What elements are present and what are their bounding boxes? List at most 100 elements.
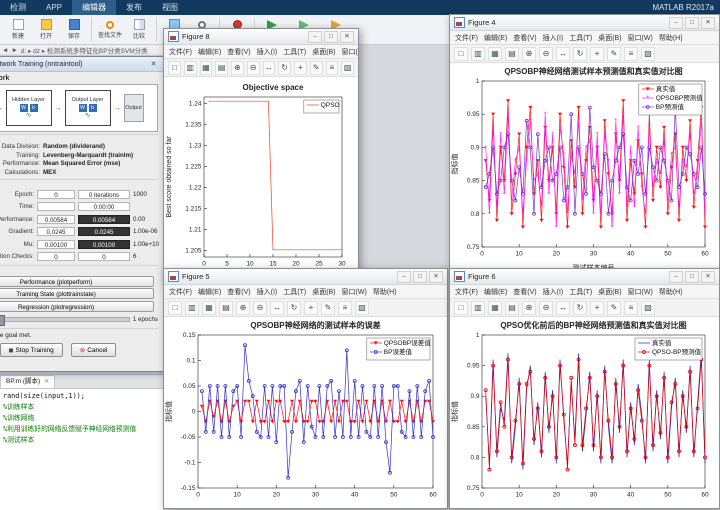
- menu-item[interactable]: 查看(V): [227, 47, 250, 57]
- maximize-button[interactable]: □: [685, 17, 699, 29]
- figure-titlebar[interactable]: Figure 8 – □ ✕: [164, 29, 358, 45]
- folder-path[interactable]: d: ▸ dz ▸ 检测系统多特征化BP分类SVM分类: [21, 45, 148, 55]
- rotate-icon[interactable]: ↻: [278, 61, 291, 75]
- close-button[interactable]: ✕: [340, 31, 354, 43]
- zoom-out-icon[interactable]: ⊖: [539, 301, 553, 315]
- ribbon-tab-3[interactable]: 发布: [116, 0, 152, 15]
- menu-item[interactable]: 工具(T): [283, 47, 306, 57]
- new-figure-icon[interactable]: □: [168, 61, 181, 75]
- close-icon[interactable]: ✕: [44, 376, 49, 388]
- minimize-button[interactable]: –: [397, 271, 411, 283]
- slider-thumb[interactable]: [0, 315, 5, 326]
- figure-titlebar[interactable]: Figure 4 – □ ✕: [450, 15, 719, 31]
- menu-item[interactable]: 编辑(E): [198, 47, 221, 57]
- zoom-in-icon[interactable]: ⊕: [522, 301, 536, 315]
- menu-item[interactable]: 工具(T): [569, 33, 592, 43]
- menu-item[interactable]: 查看(V): [513, 287, 536, 297]
- ribbon-tool-打开[interactable]: 打开: [35, 19, 57, 40]
- ribbon-tool-查找文件[interactable]: 查找文件: [98, 21, 122, 39]
- ribbon-tool-新建[interactable]: 新建: [7, 19, 29, 40]
- ribbon-tab-1[interactable]: APP: [36, 0, 72, 15]
- zoom-in-icon[interactable]: ⊕: [522, 47, 536, 61]
- menu-item[interactable]: 文件(F): [169, 47, 192, 57]
- editor-tab[interactable]: BP.m (脚本) ✕: [0, 375, 55, 388]
- close-button[interactable]: ✕: [701, 17, 715, 29]
- menu-item[interactable]: 窗口(W): [342, 47, 358, 57]
- menu-item[interactable]: 工具(T): [569, 287, 592, 297]
- rotate-icon[interactable]: ↻: [287, 301, 301, 315]
- menu-item[interactable]: 编辑(E): [198, 287, 221, 297]
- brush-icon[interactable]: ✎: [310, 61, 323, 75]
- menu-item[interactable]: 桌面(B): [598, 33, 621, 43]
- forward-icon[interactable]: ►: [11, 47, 17, 54]
- colorbar-icon[interactable]: ▧: [641, 301, 655, 315]
- menu-item[interactable]: 帮助(H): [659, 33, 683, 43]
- menu-item[interactable]: 文件(F): [455, 287, 478, 297]
- data-cursor-icon[interactable]: +: [304, 301, 318, 315]
- minimize-button[interactable]: –: [669, 17, 683, 29]
- menu-item[interactable]: 工具(T): [283, 287, 306, 297]
- code-area[interactable]: rand(size(input,1));%训练样本%训练网络%利用训练好的网络反…: [0, 389, 163, 446]
- zoom-in-icon[interactable]: ⊕: [236, 301, 250, 315]
- save-icon[interactable]: ▦: [488, 301, 502, 315]
- menu-item[interactable]: 窗口(W): [628, 33, 653, 43]
- menu-item[interactable]: 帮助(H): [373, 287, 397, 297]
- ribbon-tab-2[interactable]: 编辑器: [72, 0, 116, 15]
- plot-regression-button[interactable]: Regression (plotregression): [0, 301, 154, 312]
- minimize-button[interactable]: –: [669, 271, 683, 283]
- rotate-icon[interactable]: ↻: [573, 47, 587, 61]
- brush-icon[interactable]: ✎: [607, 301, 621, 315]
- nntraintool-titlebar[interactable]: Neural Network Training (nntraintool) ✕: [0, 57, 163, 72]
- data-cursor-icon[interactable]: +: [590, 47, 604, 61]
- pan-icon[interactable]: ↔: [556, 301, 570, 315]
- print-icon[interactable]: ▤: [215, 61, 228, 75]
- legend-icon[interactable]: ≡: [338, 301, 352, 315]
- menu-item[interactable]: 桌面(B): [312, 47, 335, 57]
- figure-titlebar[interactable]: Figure 5 – □ ✕: [164, 269, 447, 285]
- menu-item[interactable]: 窗口(W): [342, 287, 367, 297]
- pan-icon[interactable]: ↔: [270, 301, 284, 315]
- plot-interval-slider[interactable]: [0, 317, 130, 322]
- legend-icon[interactable]: ≡: [624, 47, 638, 61]
- zoom-out-icon[interactable]: ⊖: [539, 47, 553, 61]
- zoom-in-icon[interactable]: ⊕: [231, 61, 244, 75]
- menu-item[interactable]: 查看(V): [227, 287, 250, 297]
- new-figure-icon[interactable]: □: [168, 301, 182, 315]
- ribbon-tab-4[interactable]: 视图: [152, 0, 188, 15]
- menu-item[interactable]: 编辑(E): [484, 33, 507, 43]
- close-button[interactable]: ✕: [429, 271, 443, 283]
- colorbar-icon[interactable]: ▧: [341, 61, 354, 75]
- save-icon[interactable]: ▦: [488, 47, 502, 61]
- close-button[interactable]: ✕: [701, 271, 715, 283]
- menu-item[interactable]: 编辑(E): [484, 287, 507, 297]
- maximize-button[interactable]: □: [324, 31, 338, 43]
- plot-trainstate-button[interactable]: Training State (plottrainstate): [0, 288, 154, 299]
- menu-item[interactable]: 插入(I): [543, 287, 564, 297]
- menu-item[interactable]: 插入(I): [543, 33, 564, 43]
- stop-training-button[interactable]: ◼Stop Training: [0, 343, 63, 357]
- new-figure-icon[interactable]: □: [454, 47, 468, 61]
- print-icon[interactable]: ▤: [505, 47, 519, 61]
- open-icon[interactable]: ▥: [471, 47, 485, 61]
- menu-item[interactable]: 窗口(W): [628, 287, 653, 297]
- menu-item[interactable]: 插入(I): [257, 287, 278, 297]
- print-icon[interactable]: ▤: [505, 301, 519, 315]
- menu-item[interactable]: 文件(F): [169, 287, 192, 297]
- minimize-button[interactable]: –: [308, 31, 322, 43]
- legend-icon[interactable]: ≡: [326, 61, 339, 75]
- maximize-button[interactable]: □: [413, 271, 427, 283]
- ribbon-tab-0[interactable]: 检测: [0, 0, 36, 15]
- menu-item[interactable]: 查看(V): [513, 33, 536, 43]
- brush-icon[interactable]: ✎: [607, 47, 621, 61]
- figure-titlebar[interactable]: Figure 6 – □ ✕: [450, 269, 719, 285]
- save-icon[interactable]: ▦: [200, 61, 213, 75]
- ribbon-tool-比较[interactable]: 比较: [128, 19, 150, 40]
- zoom-out-icon[interactable]: ⊖: [253, 301, 267, 315]
- save-icon[interactable]: ▦: [202, 301, 216, 315]
- open-icon[interactable]: ▥: [184, 61, 197, 75]
- menu-item[interactable]: 文件(F): [455, 33, 478, 43]
- brush-icon[interactable]: ✎: [321, 301, 335, 315]
- close-icon[interactable]: ✕: [148, 60, 159, 68]
- menu-item[interactable]: 桌面(B): [312, 287, 335, 297]
- ribbon-tool-保存[interactable]: 保存: [63, 19, 85, 40]
